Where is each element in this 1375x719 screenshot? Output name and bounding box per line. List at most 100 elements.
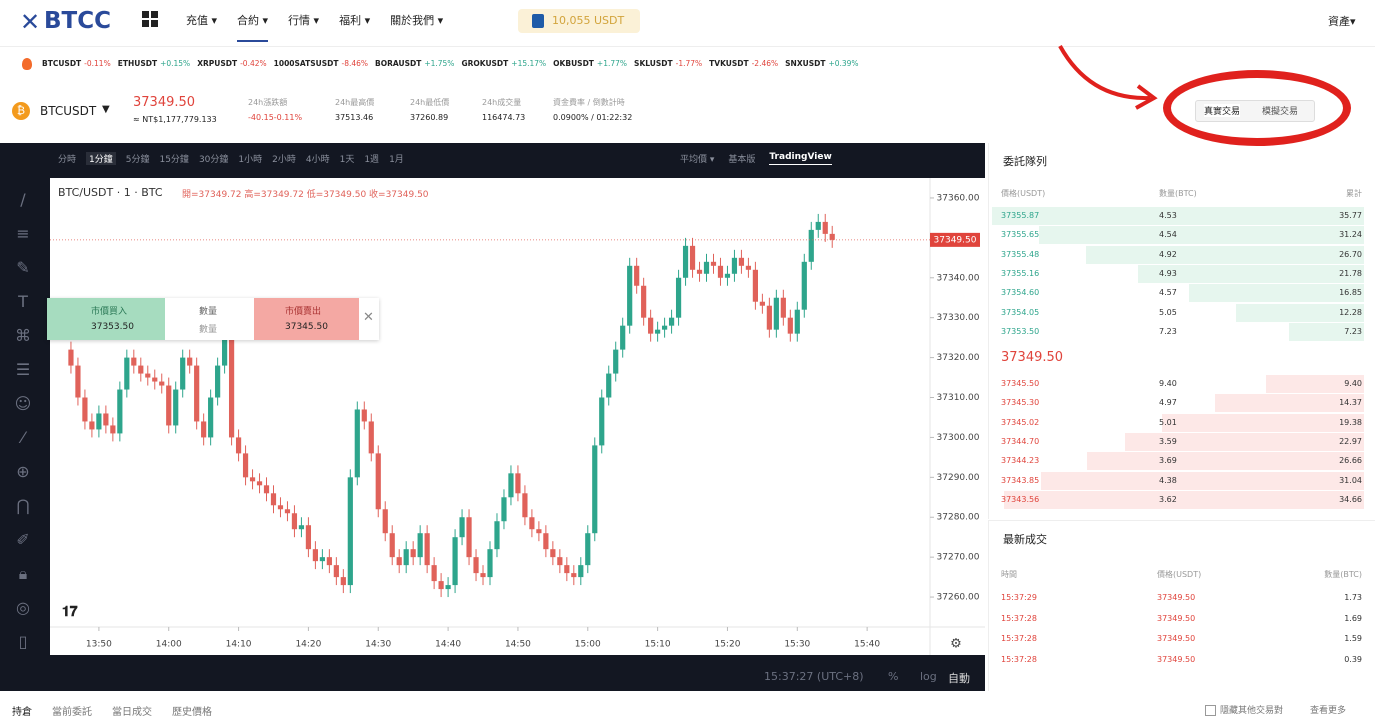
symbol-caret[interactable]: ▼ <box>102 104 110 115</box>
book-cell[interactable]: 37355.87 <box>1001 211 1040 220</box>
sell-button[interactable] <box>254 298 359 340</box>
y-tick-label: 37310.00 <box>937 393 980 403</box>
ticker[interactable]: BORAUSDT +1.75% <box>375 59 454 68</box>
candle-body <box>410 549 416 558</box>
trades-header: 價格(USDT) <box>1157 570 1202 579</box>
fiat-price: ≈ NT$1,177,779.133 <box>133 115 217 124</box>
ticker[interactable]: ETHUSDT +0.15% <box>118 59 190 68</box>
interval[interactable]: 2小時 <box>272 155 296 165</box>
depth-bar <box>1288 322 1364 341</box>
tab[interactable]: 持倉 <box>12 707 32 718</box>
interval[interactable]: 30分鐘 <box>198 155 229 165</box>
book-cell[interactable]: 37345.02 <box>1001 417 1040 427</box>
candle-body <box>347 477 353 586</box>
y-tick-label: 37320.00 <box>937 353 980 363</box>
candle-body <box>585 533 591 566</box>
candle-body <box>208 397 214 438</box>
depth-bar <box>1137 264 1364 283</box>
interval[interactable]: 15分鐘 <box>159 155 189 165</box>
footer-auto[interactable]: 自動 <box>948 672 970 685</box>
ticker[interactable]: SKLUSDT -1.77% <box>634 59 702 68</box>
book-cell[interactable]: 37344.70 <box>1001 436 1040 446</box>
footer-log[interactable]: log <box>920 670 937 683</box>
interval[interactable]: 分時 <box>58 155 77 165</box>
grid-icon[interactable] <box>142 11 158 27</box>
book-mid: 37349.50 <box>1001 350 1064 365</box>
view-option[interactable]: 平均價 ▾ <box>680 155 715 165</box>
depth-bar <box>1086 245 1364 264</box>
ticker-symbol: BORAUSDT <box>375 59 422 68</box>
book-cell: 4.53 <box>1159 211 1177 220</box>
menu-item[interactable]: 合約 ▾ <box>237 12 269 42</box>
interval[interactable]: 1小時 <box>238 155 263 165</box>
book-cell[interactable]: 37355.48 <box>1001 249 1040 259</box>
menu-item[interactable]: 充值 ▾ <box>186 14 218 27</box>
hide-pairs[interactable]: 隱藏其他交易對 <box>1220 706 1284 716</box>
buy-button[interactable] <box>47 298 165 340</box>
close-icon[interactable]: ✕ <box>363 310 374 325</box>
candle-body <box>75 365 81 398</box>
ticker[interactable]: SNXUSDT +0.39% <box>785 59 858 68</box>
tab[interactable]: 當日成交 <box>112 707 152 718</box>
footer-percent[interactable]: % <box>888 670 899 683</box>
menu-item[interactable]: 關於我們 ▾ <box>390 14 444 27</box>
x-tick-label: 14:00 <box>156 640 182 650</box>
symbol[interactable]: BTCUSDT <box>40 104 97 118</box>
interval[interactable]: 5分鐘 <box>125 155 150 165</box>
interval[interactable]: 1月 <box>389 155 404 165</box>
bottom-tabs: 持倉 當前委託 當日成交 歷史價格 <box>12 703 212 718</box>
view-more[interactable]: 查看更多 <box>1310 706 1347 716</box>
quick-order: 市價買入 37353.50 數量 數量 市價賣出 37345.50 ✕ <box>47 298 379 340</box>
menu-item[interactable]: 福利 ▾ <box>339 14 371 27</box>
candle-body <box>543 533 549 550</box>
tab[interactable]: 當前委託 <box>52 707 92 718</box>
book-cell[interactable]: 37345.30 <box>1001 398 1040 408</box>
book-cell[interactable]: 37355.65 <box>1001 230 1040 240</box>
ticker-symbol: XRPUSDT <box>197 59 238 68</box>
book-cell[interactable]: 37344.23 <box>1001 456 1040 466</box>
book-cell: 3.69 <box>1159 456 1177 466</box>
book-cell[interactable]: 37353.50 <box>1001 326 1040 336</box>
book-cell[interactable]: 37345.50 <box>1001 379 1040 388</box>
menu-item[interactable]: 行情 ▾ <box>288 14 320 27</box>
interval[interactable]: 1分鐘 <box>86 152 116 165</box>
candle-body <box>242 453 249 478</box>
ticker-change: -0.11% <box>84 59 111 68</box>
candle-body <box>689 245 696 270</box>
book-cell[interactable]: 37354.05 <box>1001 307 1040 317</box>
logo[interactable]: BTCC <box>44 8 111 34</box>
candle-body <box>557 557 563 566</box>
x-tick-label: 14:40 <box>435 640 461 650</box>
book-cell[interactable]: 37343.56 <box>1001 494 1040 504</box>
ticker[interactable]: 1000SATSUSDT -8.46% <box>274 59 368 68</box>
hide-checkbox[interactable] <box>1205 705 1216 716</box>
ticker[interactable]: TVKUSDT -2.46% <box>709 59 778 68</box>
ohlc-legend: 開=37349.72 高=37349.72 低=37349.50 收=37349… <box>182 190 429 200</box>
ticker-symbol: SKLUSDT <box>634 59 673 68</box>
book-cell[interactable]: 37343.85 <box>1001 475 1040 485</box>
qty-input[interactable]: 數量 <box>199 325 218 335</box>
ticker[interactable]: GROKUSDT +15.17% <box>461 59 546 68</box>
book-cell: 34.66 <box>1339 494 1362 504</box>
book-cell[interactable]: 37354.60 <box>1001 288 1040 298</box>
candle-body <box>445 585 451 590</box>
interval[interactable]: 4小時 <box>305 155 330 165</box>
book-cell: 12.28 <box>1339 307 1362 317</box>
buy-label: 市價買入 <box>91 307 128 317</box>
ticker[interactable]: XRPUSDT -0.42% <box>197 59 266 68</box>
interval[interactable]: 1週 <box>364 155 380 165</box>
x-tick-label: 14:50 <box>505 640 531 650</box>
view-option[interactable]: 基本版 <box>728 155 756 165</box>
balance-pill[interactable]: 10,055 USDT <box>518 9 640 33</box>
ticker[interactable]: BTCUSDT -0.11% <box>42 59 111 68</box>
view-option[interactable]: TradingView <box>769 152 832 165</box>
interval[interactable]: 1天 <box>339 155 355 165</box>
book-cell[interactable]: 37355.16 <box>1001 268 1040 278</box>
candle-body <box>452 537 458 586</box>
tab[interactable]: 歷史價格 <box>172 707 212 718</box>
candle-body <box>564 565 570 574</box>
assets-menu[interactable]: 資產▾ <box>1328 15 1356 28</box>
candle-body <box>235 437 242 454</box>
ticker-change: +0.15% <box>160 59 191 68</box>
ticker[interactable]: OKBUSDT +1.77% <box>553 59 627 68</box>
